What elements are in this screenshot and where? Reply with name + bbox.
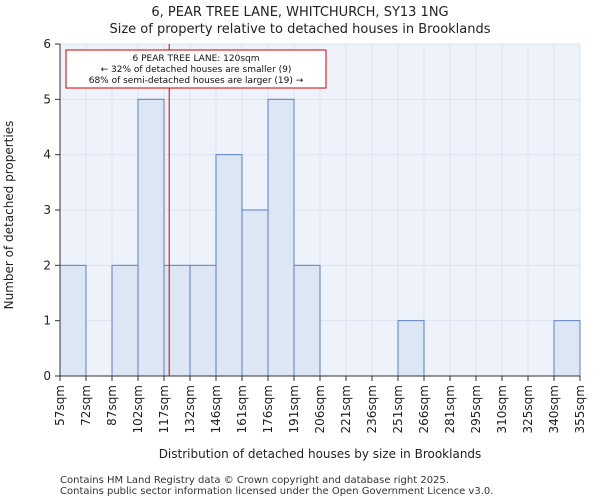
x-tick-label: 72sqm (79, 385, 93, 426)
bar-132sqm (189, 264, 217, 377)
footer-line1: Contains HM Land Registry data © Crown c… (60, 475, 449, 486)
x-tick-label: 87sqm (105, 385, 119, 426)
x-tick-label: 236sqm (365, 385, 379, 433)
y-tick-label: 1 (43, 314, 51, 328)
y-tick-label: 5 (43, 92, 51, 106)
y-tick-label: 2 (43, 258, 51, 272)
x-tick-label: 176sqm (261, 385, 275, 433)
x-tick-label: 221sqm (339, 385, 353, 433)
bar-191sqm (293, 264, 321, 377)
annotation-box (65, 49, 327, 89)
x-tick-label: 191sqm (287, 385, 301, 433)
x-tick-label: 161sqm (235, 385, 249, 433)
annotation-line3: 68% of semi-detached houses are larger (… (89, 76, 304, 86)
bar-161sqm (241, 209, 269, 377)
bars (59, 98, 581, 377)
x-tick-label: 117sqm (157, 385, 171, 433)
x-tick-label: 266sqm (417, 385, 431, 433)
x-ticks: 57sqm 72sqm 87sqm 102sqm 117sqm 132sqm 146sqm 1… (53, 376, 587, 433)
x-tick-label: 281sqm (443, 385, 457, 433)
chart-title-line1: 6, PEAR TREE LANE, WHITCHURCH, SY13 1NG (151, 5, 448, 20)
x-tick-label: 132sqm (183, 385, 197, 433)
bar-57sqm (59, 264, 87, 377)
x-tick-label: 295sqm (469, 385, 483, 433)
y-tick-label: 0 (43, 369, 51, 383)
bar-102sqm (137, 98, 165, 377)
x-tick-label: 206sqm (313, 385, 327, 433)
y-tick-label: 6 (43, 37, 51, 51)
x-tick-label: 325sqm (521, 385, 535, 433)
bar-340sqm (553, 320, 581, 377)
x-tick-label: 146sqm (209, 385, 223, 433)
y-axis-label: Number of detached properties (2, 121, 16, 310)
x-axis-label: Distribution of detached houses by size … (159, 447, 482, 461)
x-tick-label: 355sqm (573, 385, 587, 433)
x-tick-label: 102sqm (131, 385, 145, 433)
chart-title-line2: Size of property relative to detached ho… (109, 22, 490, 37)
y-tick-label: 4 (43, 148, 51, 162)
bar-146sqm (215, 154, 243, 377)
footer-line2: Contains public sector information licen… (60, 486, 493, 497)
bar-87sqm (111, 264, 139, 377)
x-tick-label: 310sqm (495, 385, 509, 433)
x-tick-label: 340sqm (547, 385, 561, 433)
y-tick-label: 3 (43, 203, 51, 217)
bar-176sqm (267, 98, 295, 377)
y-ticks: 0 1 2 3 4 5 6 (43, 37, 60, 383)
bar-251sqm (397, 320, 425, 377)
annotation-line2: ← 32% of detached houses are smaller (9) (101, 65, 292, 75)
x-tick-label: 251sqm (391, 385, 405, 433)
bar-117sqm (163, 264, 191, 377)
x-tick-label: 57sqm (53, 385, 67, 426)
annotation-line1: 6 PEAR TREE LANE: 120sqm (133, 54, 260, 64)
